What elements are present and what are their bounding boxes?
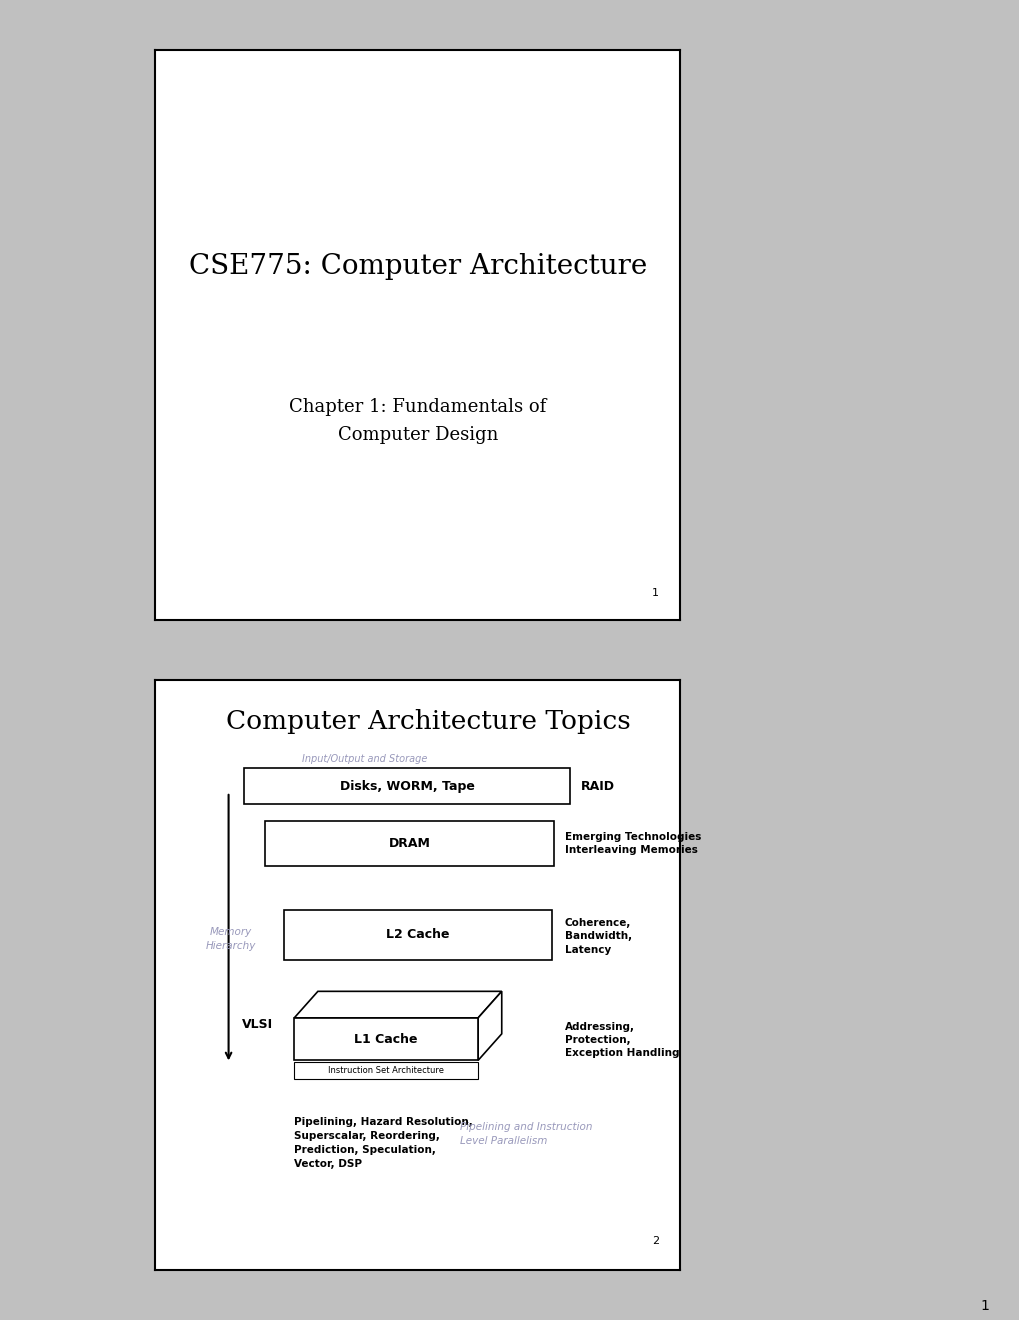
Text: L2 Cache: L2 Cache xyxy=(385,928,449,941)
Text: CSE775: Computer Architecture: CSE775: Computer Architecture xyxy=(189,253,646,280)
FancyBboxPatch shape xyxy=(293,1061,478,1080)
Text: 1: 1 xyxy=(652,587,658,598)
Text: Pipelining, Hazard Resolution,
Superscalar, Reordering,
Prediction, Speculation,: Pipelining, Hazard Resolution, Superscal… xyxy=(293,1117,473,1170)
Text: Chapter 1: Fundamentals of
Computer Design: Chapter 1: Fundamentals of Computer Desi… xyxy=(288,397,546,444)
FancyBboxPatch shape xyxy=(245,768,570,804)
Text: Memory
Hierarchy: Memory Hierarchy xyxy=(206,928,256,952)
Polygon shape xyxy=(293,991,501,1018)
Text: 1: 1 xyxy=(979,1299,988,1313)
Text: Computer Architecture Topics: Computer Architecture Topics xyxy=(225,709,630,734)
Text: Addressing,
Protection,
Exception Handling: Addressing, Protection, Exception Handli… xyxy=(565,1022,679,1057)
Polygon shape xyxy=(478,991,501,1060)
Text: RAID: RAID xyxy=(580,780,613,792)
Text: DRAM: DRAM xyxy=(388,837,430,850)
FancyBboxPatch shape xyxy=(293,1018,478,1060)
FancyBboxPatch shape xyxy=(283,909,551,960)
Text: Coherence,
Bandwidth,
Latency: Coherence, Bandwidth, Latency xyxy=(565,919,632,954)
Text: VLSI: VLSI xyxy=(242,1019,273,1031)
Text: Input/Output and Storage: Input/Output and Storage xyxy=(302,755,427,764)
Text: L1 Cache: L1 Cache xyxy=(354,1032,418,1045)
Text: Disks, WORM, Tape: Disks, WORM, Tape xyxy=(339,780,474,792)
Text: Emerging Technologies
Interleaving Memories: Emerging Technologies Interleaving Memor… xyxy=(565,832,700,855)
Text: Pipelining and Instruction
Level Parallelism: Pipelining and Instruction Level Paralle… xyxy=(460,1122,592,1146)
Text: Instruction Set Architecture: Instruction Set Architecture xyxy=(328,1067,443,1074)
FancyBboxPatch shape xyxy=(265,821,553,866)
Text: 2: 2 xyxy=(651,1237,658,1246)
